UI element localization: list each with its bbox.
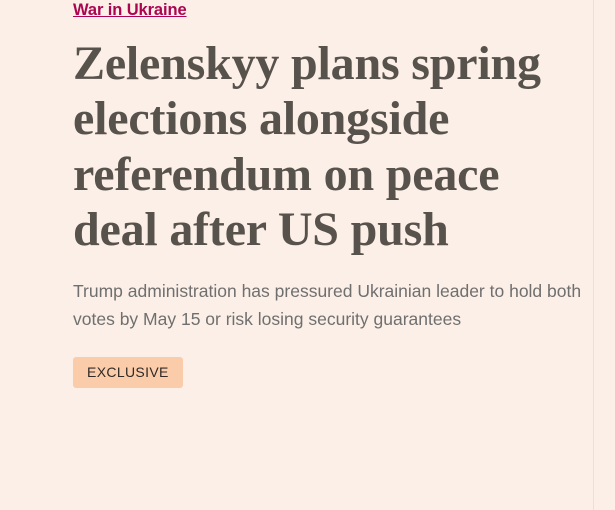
article-standfirst: Trump administration has pressured Ukrai… bbox=[73, 281, 582, 330]
badge-row: EXCLUSIVE bbox=[73, 334, 593, 388]
article-header: War in Ukraine Zelenskyy plans spring el… bbox=[73, 0, 593, 388]
column-divider-rule bbox=[593, 0, 594, 510]
exclusive-badge: EXCLUSIVE bbox=[73, 356, 183, 388]
article-kicker-link[interactable]: War in Ukraine bbox=[73, 1, 187, 19]
article-headline[interactable]: Zelenskyy plans spring elections alongsi… bbox=[73, 36, 541, 256]
